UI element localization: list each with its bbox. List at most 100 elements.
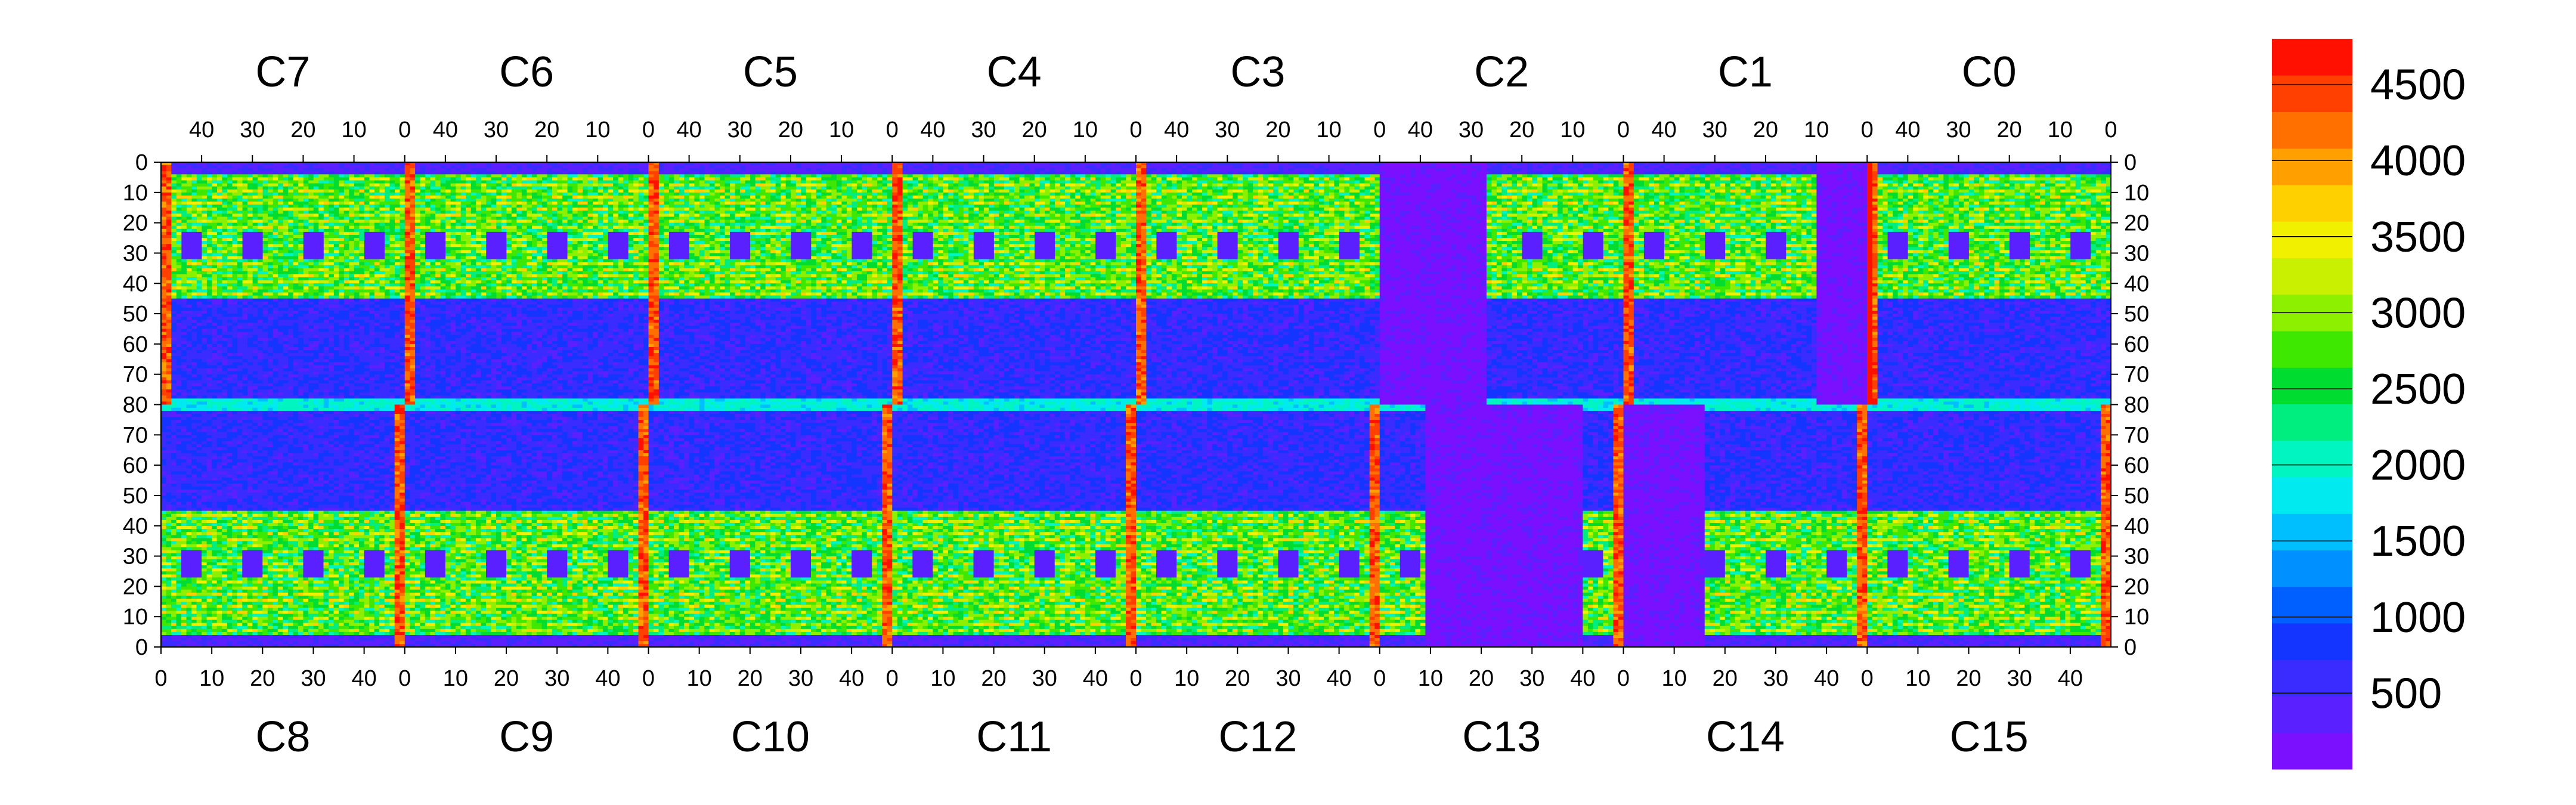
bottom-tick-label: 10 <box>687 666 712 691</box>
chip-map-C14 <box>1624 405 1868 648</box>
top-tick-label: 40 <box>189 117 214 143</box>
y-tick-label: 50 <box>123 302 148 327</box>
y-tick-label: 40 <box>123 514 148 539</box>
top-tick-label: 0 <box>642 117 655 143</box>
bottom-tick-label: 10 <box>1174 666 1199 691</box>
y-tick-label: 40 <box>2124 514 2149 539</box>
chip-map-C12 <box>1136 405 1380 648</box>
y-tick-label: 30 <box>2124 544 2149 569</box>
chip-map-C5 <box>649 162 893 405</box>
colorbar-swatch <box>2272 148 2352 185</box>
bottom-tick-label: 10 <box>1662 666 1687 691</box>
bottom-tick-label: 10 <box>1905 666 1930 691</box>
bottom-tick-label: 40 <box>839 666 864 691</box>
top-tick-label: 10 <box>585 117 610 143</box>
top-tick-label: 40 <box>676 117 701 143</box>
y-tick-label: 10 <box>2124 181 2149 206</box>
colorbar-swatch <box>2272 331 2352 368</box>
bottom-tick-label: 0 <box>154 666 167 691</box>
bottom-tick-label: 10 <box>199 666 224 691</box>
bottom-chip-labels: C8 C9 C10 C11 C12 C13 C14 C15 <box>255 713 2028 761</box>
chip-map-C2 <box>1380 162 1624 405</box>
y-tick-label: 20 <box>2124 211 2149 236</box>
colorbar-tick-label: 4500 <box>2370 61 2466 109</box>
heatmap-area <box>161 162 2111 647</box>
colorbar-swatch <box>2272 367 2352 404</box>
colorbar-swatch <box>2272 404 2352 441</box>
chip-label-bottom: C10 <box>731 713 810 761</box>
colorbar-swatch <box>2272 587 2352 624</box>
top-tick-label: 10 <box>2048 117 2073 143</box>
top-tick-label: 20 <box>534 117 559 143</box>
bottom-tick-label: 0 <box>1861 666 1874 691</box>
chip-label-bottom: C14 <box>1706 713 1785 761</box>
bottom-tick-label: 0 <box>642 666 655 691</box>
bottom-tick-label: 30 <box>544 666 569 691</box>
top-tick-label: 40 <box>1164 117 1189 143</box>
top-tick-label: 20 <box>778 117 803 143</box>
bottom-axis: 0 10 20 30 40 0 10 20 30 40 0 10 20 30 40 0 10 20 30 40 0 10 2… <box>154 647 2083 691</box>
top-tick-label: 0 <box>1861 117 1874 143</box>
top-tick-label: 30 <box>727 117 753 143</box>
bottom-tick-label: 40 <box>595 666 620 691</box>
bottom-tick-label: 30 <box>788 666 813 691</box>
chip-label-bottom: C15 <box>1950 713 2029 761</box>
top-tick-label: 40 <box>1895 117 1920 143</box>
y-tick-label: 20 <box>123 211 148 236</box>
top-tick-label: 0 <box>886 117 899 143</box>
chip-label-top: C4 <box>987 48 1042 96</box>
top-tick-label: 30 <box>1215 117 1240 143</box>
top-tick-label: 30 <box>484 117 509 143</box>
top-tick-label: 20 <box>1022 117 1047 143</box>
top-tick-label: 10 <box>829 117 854 143</box>
top-tick-label: 30 <box>1702 117 1727 143</box>
colorbar-swatch <box>2272 477 2352 514</box>
chip-map-C9 <box>405 405 649 648</box>
colorbar-swatch <box>2272 221 2352 258</box>
colorbar-tick-label: 1000 <box>2370 594 2466 642</box>
colorbar-swatch <box>2272 550 2352 587</box>
y-tick-label: 60 <box>2124 453 2149 478</box>
chip-label-bottom: C12 <box>1218 713 1297 761</box>
chip-label-top: C1 <box>1718 48 1773 96</box>
bottom-tick-label: 20 <box>250 666 275 691</box>
bottom-tick-label: 30 <box>1032 666 1057 691</box>
bottom-tick-label: 40 <box>2058 666 2083 691</box>
chip-label-top: C2 <box>1474 48 1529 96</box>
top-tick-label: 30 <box>1946 117 1971 143</box>
top-tick-label: 20 <box>1509 117 1534 143</box>
y-tick-label: 30 <box>2124 241 2149 266</box>
colorbar-tick-label: 3500 <box>2370 213 2466 261</box>
colorbar-tick-label: 3000 <box>2370 289 2466 337</box>
top-tick-label: 40 <box>1408 117 1433 143</box>
y-tick-label: 60 <box>123 453 148 478</box>
colorbar-swatch <box>2272 39 2352 76</box>
chip-map-C0 <box>1867 162 2111 405</box>
chip-map-C8 <box>161 405 405 648</box>
chip-label-top: C5 <box>743 48 798 96</box>
chip-map-C11 <box>892 405 1136 648</box>
bottom-tick-label: 10 <box>443 666 468 691</box>
y-tick-label: 20 <box>123 574 148 599</box>
bottom-tick-label: 30 <box>1275 666 1301 691</box>
y-tick-label: 0 <box>2124 635 2137 660</box>
top-tick-label: 20 <box>1997 117 2022 143</box>
colorbar-swatch <box>2272 623 2352 660</box>
chip-map-C13 <box>1380 405 1624 648</box>
chip-label-bottom: C13 <box>1462 713 1541 761</box>
bottom-tick-label: 30 <box>301 666 326 691</box>
colorbar-swatch <box>2272 112 2352 149</box>
top-tick-label: 40 <box>433 117 458 143</box>
top-tick-label: 40 <box>920 117 945 143</box>
bottom-tick-label: 20 <box>494 666 519 691</box>
y-tick-label: 30 <box>123 241 148 266</box>
y-tick-label: 50 <box>123 484 148 509</box>
bottom-tick-label: 40 <box>1814 666 1839 691</box>
bottom-tick-label: 20 <box>738 666 763 691</box>
top-tick-label: 10 <box>1073 117 1098 143</box>
colorbar-tick-label: 1500 <box>2370 518 2466 565</box>
